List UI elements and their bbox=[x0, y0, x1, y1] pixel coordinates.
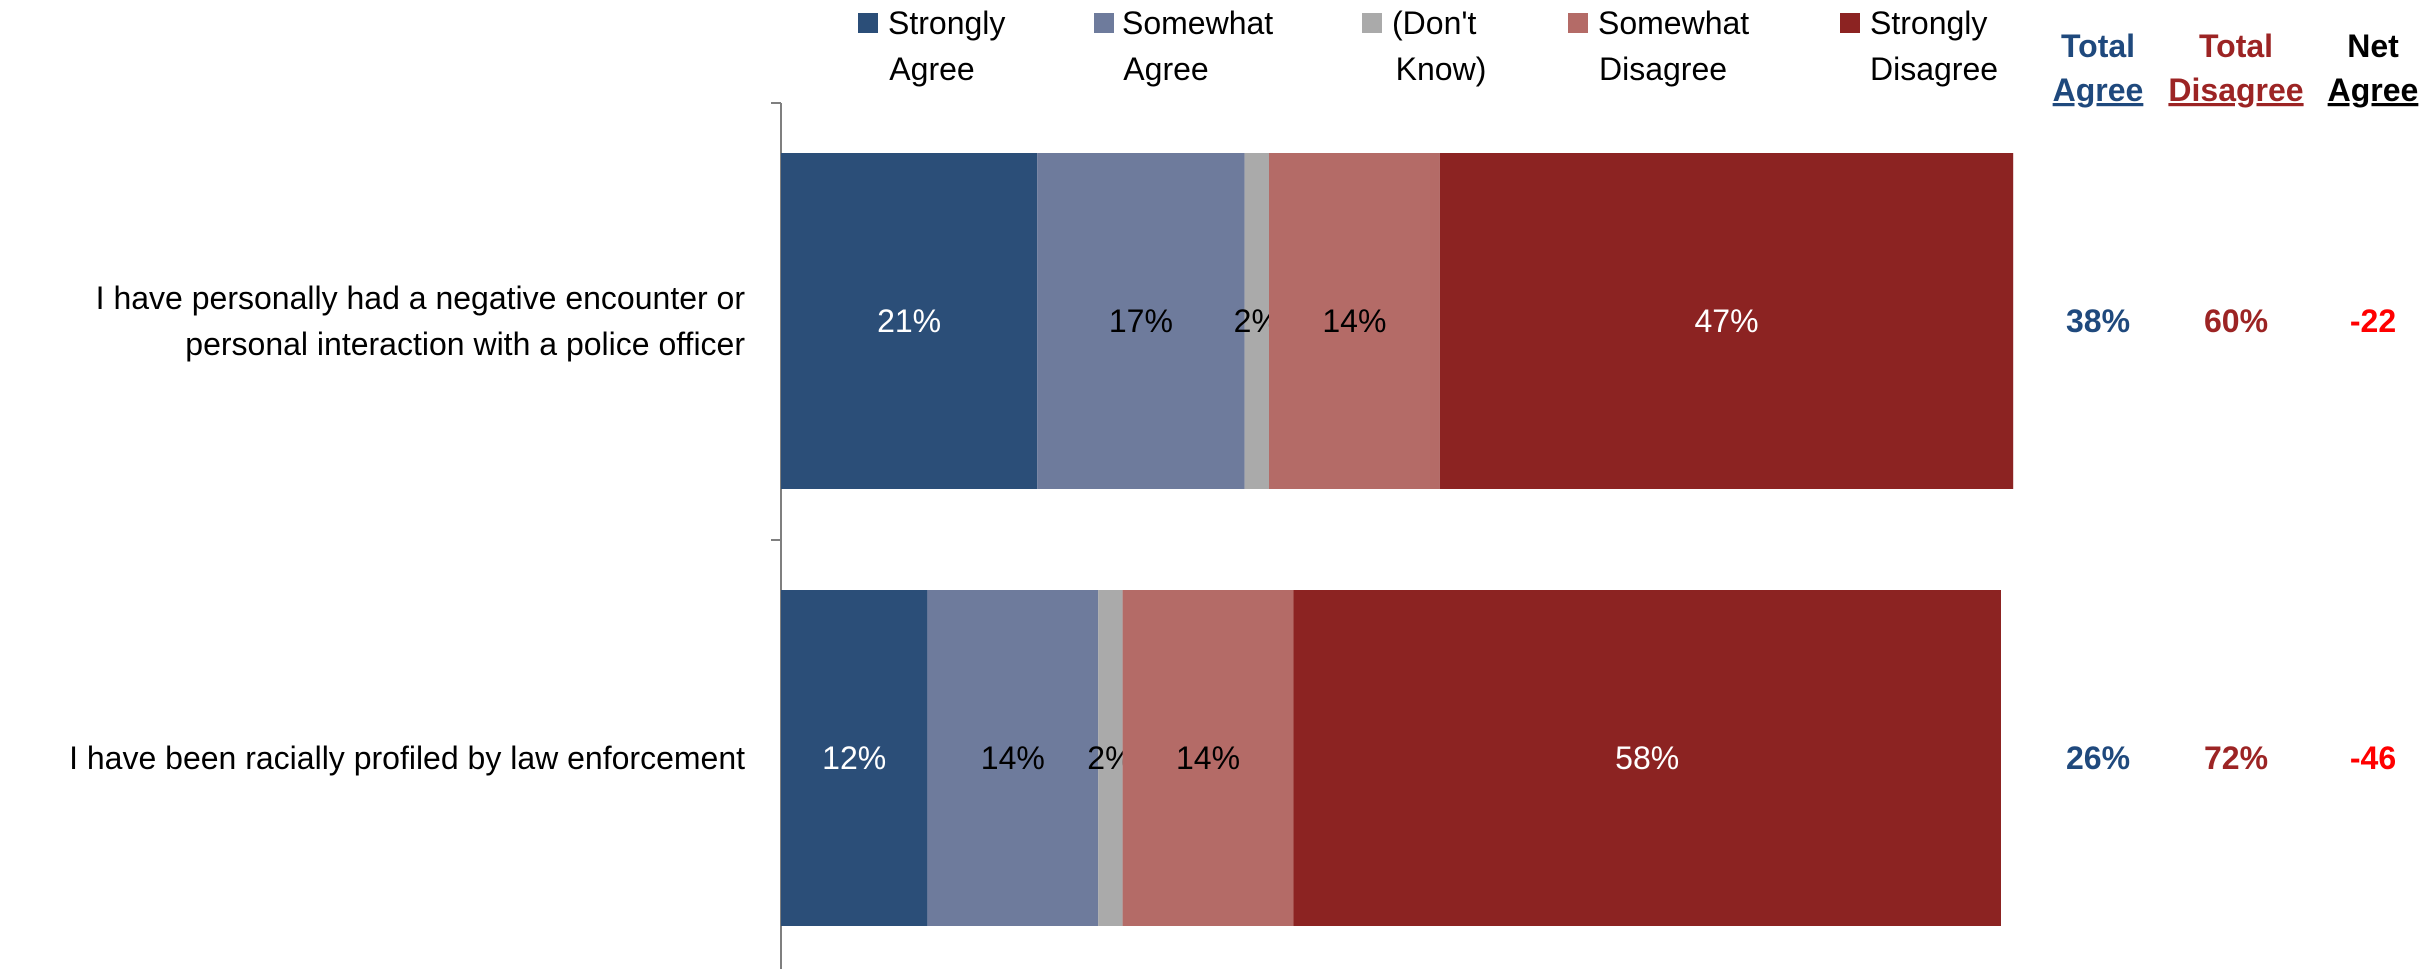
legend-label-somewhat-disagree: Somewhat bbox=[1598, 5, 1749, 41]
column-header-net-agree: Net bbox=[2347, 28, 2399, 64]
summary-value-total-agree-row-1: 38% bbox=[2066, 303, 2130, 339]
summary-value-net-agree-row-1: -22 bbox=[2350, 303, 2396, 339]
bar-strongly-agree-row-1 bbox=[781, 153, 1038, 489]
summary-value-total-agree-row-2: 26% bbox=[2066, 740, 2130, 776]
summary-value-net-agree-row-2: -46 bbox=[2350, 740, 2396, 776]
legend-swatch-strongly-agree bbox=[858, 13, 878, 33]
bar-strongly-disagree-row-2 bbox=[1293, 590, 2001, 926]
data-label-strongly-disagree-row-1: 47% bbox=[1694, 303, 1758, 339]
summary-values: 38% 26% 60% 72% -22 -46 bbox=[2066, 303, 2396, 776]
category-axis bbox=[771, 102, 782, 969]
legend-label-somewhat-agree-line-2: Agree bbox=[1123, 51, 1208, 87]
data-label-somewhat-disagree-row-1: 14% bbox=[1322, 303, 1386, 339]
summary-headers: Total Agree Total Disagree Net Agree bbox=[2053, 28, 2419, 108]
legend-swatch-somewhat-agree bbox=[1094, 13, 1114, 33]
bar-somewhat-agree-row-2 bbox=[927, 590, 1099, 926]
category-label-line: I have been racially profiled by law enf… bbox=[69, 740, 745, 776]
data-label-somewhat-agree-row-2: 14% bbox=[981, 740, 1045, 776]
bars: 21% 17% 2% 14% 47%12% 14% 2% 14% 58% bbox=[781, 153, 2014, 926]
column-header-net-agree-line-2: Agree bbox=[2328, 72, 2419, 108]
category-label-2: I have been racially profiled by law enf… bbox=[69, 740, 745, 776]
legend-label-don-t-know: (Don't bbox=[1392, 5, 1476, 41]
data-label-somewhat-agree-row-1: 17% bbox=[1109, 303, 1173, 339]
legend: Strongly Agree Somewhat Agree (Don't Know) Som… bbox=[858, 5, 1998, 87]
summary-value-total-disagree-row-1: 60% bbox=[2204, 303, 2268, 339]
category-label-1: I have personally had a negative encount… bbox=[96, 280, 746, 362]
legend-swatch-strongly-disagree bbox=[1840, 13, 1860, 33]
bar-somewhat-disagree-row-1 bbox=[1269, 153, 1440, 489]
column-header-total-agree-line-2: Agree bbox=[2053, 72, 2144, 108]
bar-don-t-know-row-1 bbox=[1244, 153, 1269, 489]
bar-somewhat-agree-row-1 bbox=[1037, 153, 1245, 489]
category-labels: I have personally had a negative encount… bbox=[69, 280, 745, 776]
column-header-total-disagree: Total bbox=[2199, 28, 2273, 64]
data-label-strongly-agree-row-2: 12% bbox=[822, 740, 886, 776]
bar-somewhat-disagree-row-2 bbox=[1122, 590, 1294, 926]
summary-value-total-disagree-row-2: 72% bbox=[2204, 740, 2268, 776]
category-label-line: I have personally had a negative encount… bbox=[96, 280, 746, 316]
legend-swatch-don-t-know bbox=[1362, 13, 1382, 33]
legend-label-strongly-disagree-line-2: Disagree bbox=[1870, 51, 1998, 87]
legend-label-strongly-agree: Strongly bbox=[888, 5, 1005, 41]
legend-label-somewhat-agree: Somewhat bbox=[1122, 5, 1273, 41]
legend-label-somewhat-disagree-line-2: Disagree bbox=[1599, 51, 1727, 87]
column-header-total-disagree-line-2: Disagree bbox=[2168, 72, 2303, 108]
bar-don-t-know-row-2 bbox=[1098, 590, 1123, 926]
legend-swatch-somewhat-disagree bbox=[1568, 13, 1588, 33]
category-label-line: personal interaction with a police offic… bbox=[185, 326, 745, 362]
data-label-strongly-disagree-row-2: 58% bbox=[1615, 740, 1679, 776]
legend-label-strongly-agree-line-2: Agree bbox=[889, 51, 974, 87]
bar-strongly-disagree-row-1 bbox=[1439, 153, 2014, 489]
column-header-total-agree: Total bbox=[2061, 28, 2135, 64]
bar-strongly-agree-row-2 bbox=[781, 590, 928, 926]
legend-label-strongly-disagree: Strongly bbox=[1870, 5, 1987, 41]
data-label-strongly-agree-row-1: 21% bbox=[877, 303, 941, 339]
legend-label-don-t-know-line-2: Know) bbox=[1396, 51, 1487, 87]
data-label-somewhat-disagree-row-2: 14% bbox=[1176, 740, 1240, 776]
